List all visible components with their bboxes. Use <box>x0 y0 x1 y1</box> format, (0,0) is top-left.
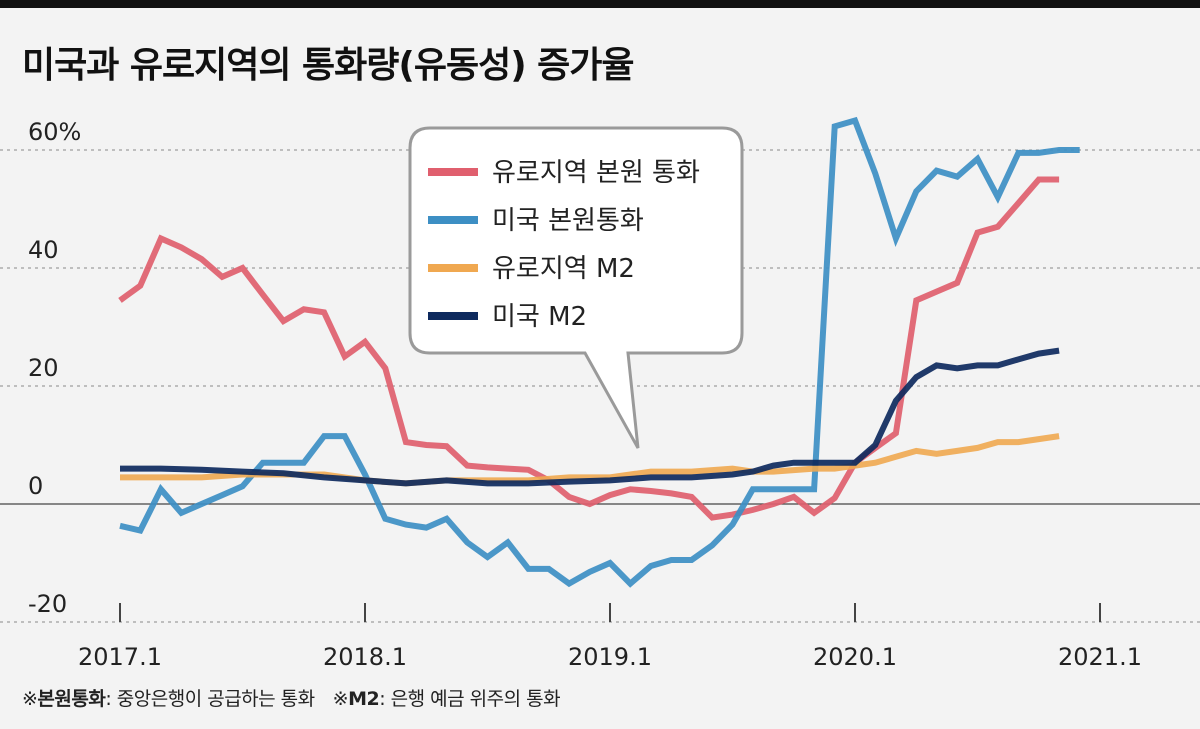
legend-bubble <box>408 126 744 449</box>
footnote-text-base-money: : 중앙은행이 공급하는 통화 <box>105 688 315 710</box>
y-tick-label: -20 <box>28 590 67 618</box>
chart-title: 미국과 유로지역의 통화량(유동성) 증가율 <box>22 45 635 86</box>
y-tick-label: 0 <box>28 472 43 500</box>
x-axis: 2017.1 2018.1 2019.1 2020.1 2021.1 <box>78 603 1142 671</box>
footnote-mark-1: ※ <box>22 688 38 710</box>
x-tick-label: 2020.1 <box>813 643 897 671</box>
x-tick-label: 2021.1 <box>1058 643 1142 671</box>
x-tick-label: 2017.1 <box>78 643 162 671</box>
footnote-term-base-money: 본원통화 <box>37 688 106 710</box>
footnote-mark-2: ※ <box>332 688 349 710</box>
legend-label-0: 유로지역 본원 통화 <box>492 158 700 188</box>
legend-label-3: 미국 M2 <box>492 302 587 332</box>
x-tick-label: 2018.1 <box>323 643 407 671</box>
top-rule <box>0 0 1200 8</box>
series-lines <box>118 116 1080 588</box>
series-line-2 <box>120 433 1060 487</box>
y-tick-label: 40 <box>28 236 59 264</box>
y-axis-ticks: -20 0 20 40 60% <box>28 118 81 618</box>
series-line-1 <box>119 116 1080 588</box>
footnote-term-m2: M2 <box>348 688 380 710</box>
legend-label-1: 미국 본원통화 <box>492 206 644 236</box>
y-tick-label: 20 <box>28 354 59 382</box>
legend-label-2: 유로지역 M2 <box>492 254 635 284</box>
series-line-3 <box>120 347 1060 487</box>
footnote: ※본원통화: 중앙은행이 공급하는 통화 ※M2: 은행 예금 위주의 통화 <box>22 684 561 711</box>
footnote-text-m2: : 은행 예금 위주의 통화 <box>379 688 561 710</box>
y-tick-label: 60% <box>28 118 81 146</box>
x-tick-label: 2019.1 <box>568 643 652 671</box>
